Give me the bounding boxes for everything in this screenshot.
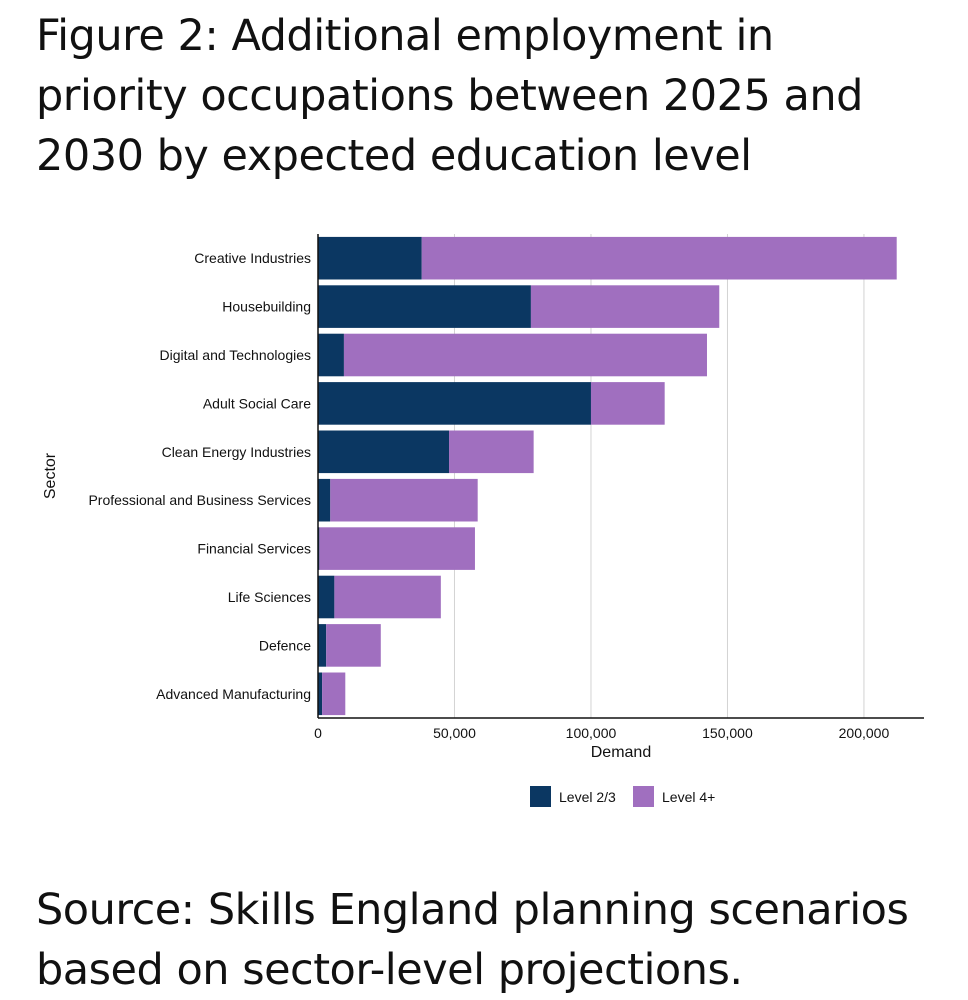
- bar-creative-industries-level-2-3: [318, 236, 422, 280]
- category-label-adult-social-care: Adult Social Care: [203, 395, 311, 411]
- axes: Creative Industries Housebuilding Digital …: [42, 234, 924, 761]
- category-label-professional-and-business-services: Professional and Business Services: [88, 492, 311, 508]
- bar-defence-level-2-3: [318, 624, 327, 667]
- legend-label-level-4: Level 4+: [662, 789, 715, 805]
- x-tick-label-0: 0: [314, 725, 322, 741]
- x-axis-title: Demand: [591, 744, 651, 761]
- x-tick-label-100-000: 100,000: [566, 725, 617, 741]
- category-label-advanced-manufacturing: Advanced Manufacturing: [156, 686, 311, 702]
- bar-defence-level-4: [326, 624, 381, 667]
- category-label-financial-services: Financial Services: [197, 541, 311, 557]
- bar-financial-services-level-4: [319, 527, 475, 570]
- bar-digital-and-technologies-level-4: [343, 333, 707, 377]
- x-tick-label-150-000: 150,000: [702, 725, 753, 741]
- bar-advanced-manufacturing-level-4: [322, 672, 346, 716]
- y-axis-title: Sector: [42, 452, 59, 499]
- category-label-life-sciences: Life Sciences: [228, 589, 311, 605]
- bar-creative-industries-level-4: [421, 236, 897, 280]
- category-label-clean-energy-industries: Clean Energy Industries: [162, 444, 311, 460]
- source-note: Source: Skills England planning scenario…: [36, 885, 909, 995]
- category-label-defence: Defence: [259, 637, 311, 653]
- category-label-digital-and-technologies: Digital and Technologies: [159, 347, 311, 363]
- legend-swatch-level-4: [633, 786, 654, 807]
- legend-label-level-2-3: Level 2/3: [559, 789, 616, 805]
- bar-life-sciences-level-4: [334, 575, 441, 619]
- bar-adult-social-care-level-4: [590, 382, 665, 425]
- x-tick-label-200-000: 200,000: [839, 725, 890, 741]
- legend-swatch-level-2-3: [530, 786, 551, 807]
- figure-title: Figure 2: Additional employment in prior…: [36, 11, 863, 181]
- category-label-housebuilding: Housebuilding: [222, 299, 311, 315]
- bar-housebuilding-level-2-3: [318, 285, 531, 328]
- legend: Level 2/3 Level 4+: [530, 786, 715, 807]
- x-tick-label-50-000: 50,000: [433, 725, 476, 741]
- bar-professional-and-business-services-level-4: [330, 478, 478, 522]
- bar-professional-and-business-services-level-2-3: [318, 478, 331, 522]
- bar-life-sciences-level-2-3: [318, 575, 335, 619]
- bar-advanced-manufacturing-level-2-3: [318, 672, 323, 716]
- bar-clean-energy-industries-level-2-3: [318, 430, 450, 474]
- bar-clean-energy-industries-level-4: [449, 430, 534, 474]
- bar-adult-social-care-level-2-3: [318, 382, 591, 425]
- category-label-creative-industries: Creative Industries: [194, 250, 311, 266]
- bar-housebuilding-level-4: [530, 285, 720, 328]
- bars: [318, 236, 897, 716]
- stacked-bar-chart: Creative Industries Housebuilding Digital …: [42, 234, 924, 807]
- bar-digital-and-technologies-level-2-3: [318, 333, 344, 377]
